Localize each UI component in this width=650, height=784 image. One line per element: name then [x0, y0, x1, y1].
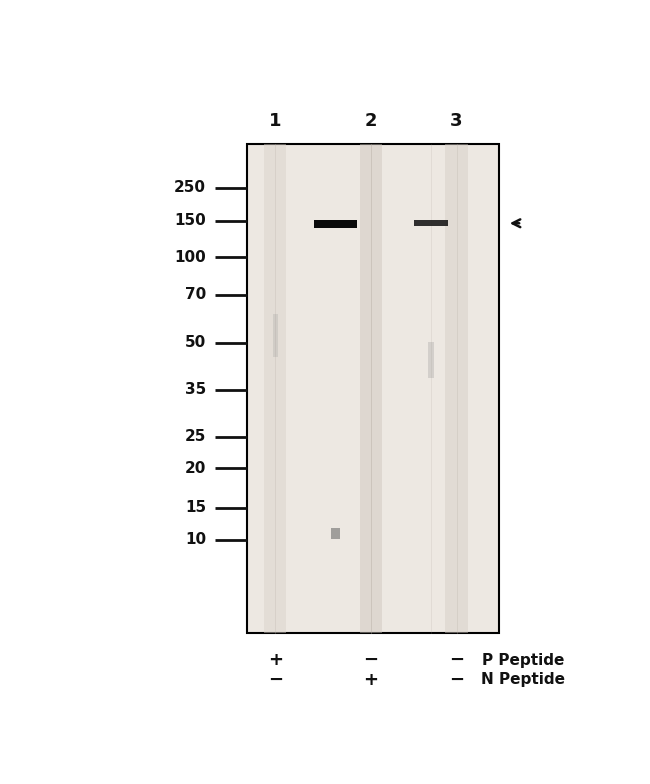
Text: 15: 15 [185, 500, 206, 515]
Bar [314, 220, 357, 228]
Bar [428, 342, 434, 378]
Text: +: + [363, 670, 378, 688]
Text: 100: 100 [174, 249, 206, 264]
Text: +: + [268, 652, 283, 670]
Text: 35: 35 [185, 383, 206, 397]
Text: 1: 1 [269, 112, 281, 130]
Text: 70: 70 [185, 287, 206, 302]
Bar [331, 528, 340, 539]
Text: 2: 2 [365, 112, 377, 130]
Text: 20: 20 [185, 461, 206, 476]
Bar [414, 220, 448, 226]
Text: −: − [449, 670, 464, 688]
Text: N Peptide: N Peptide [481, 672, 565, 687]
Text: −: − [363, 652, 378, 670]
Text: 10: 10 [185, 532, 206, 547]
Text: 150: 150 [174, 213, 206, 228]
Text: 50: 50 [185, 336, 206, 350]
Bar [360, 143, 382, 633]
Text: P Peptide: P Peptide [482, 653, 565, 668]
Text: −: − [268, 670, 283, 688]
Bar [248, 143, 499, 633]
Bar [273, 314, 278, 357]
Bar [264, 143, 286, 633]
Bar [445, 143, 467, 633]
Text: 3: 3 [450, 112, 463, 130]
Text: 25: 25 [185, 430, 206, 445]
Text: 250: 250 [174, 180, 206, 195]
Text: −: − [449, 652, 464, 670]
